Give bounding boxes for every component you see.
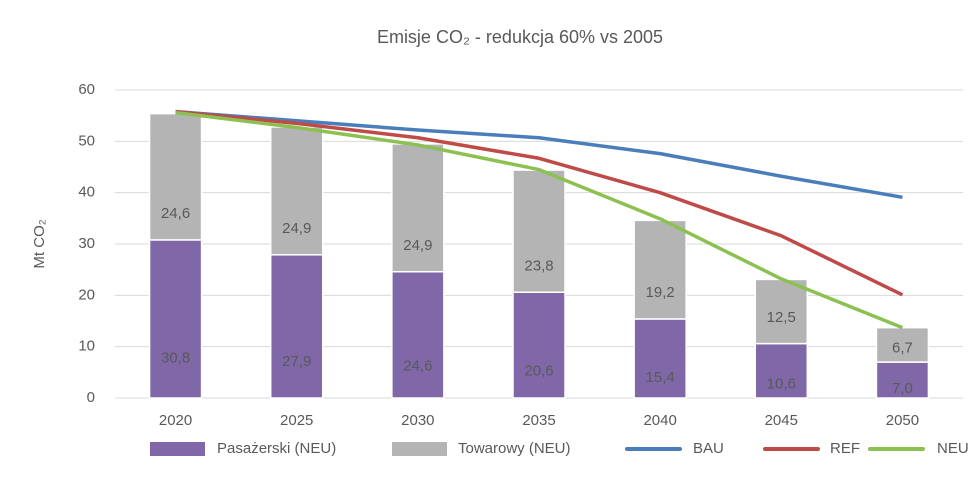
data-label: 20,6 (524, 363, 553, 380)
legend-label: Towarowy (NEU) (458, 440, 571, 457)
y-tick-label: 40 (78, 184, 95, 201)
legend-swatch (392, 442, 447, 456)
x-tick-label: 2050 (886, 412, 919, 429)
data-label: 12,5 (767, 309, 796, 326)
bar (269, 126, 324, 256)
line-series (175, 110, 904, 330)
x-tick-label: 2035 (522, 412, 555, 429)
bar (875, 361, 930, 399)
data-label: 24,6 (403, 357, 432, 374)
bar (754, 342, 809, 399)
bar (512, 291, 566, 399)
legend-swatch (150, 442, 205, 456)
x-tick-label: 2045 (765, 412, 798, 429)
legend-label: REF (830, 440, 860, 457)
data-label: 24,9 (403, 237, 432, 254)
legend-label: NEU (937, 440, 969, 457)
data-label: 24,6 (161, 205, 190, 222)
y-tick-label: 20 (78, 286, 95, 303)
bar (875, 326, 930, 363)
y-tick-label: 0 (87, 389, 95, 406)
data-label: 6,7 (892, 339, 913, 356)
x-tick-label: 2020 (159, 412, 192, 429)
bar (269, 254, 324, 399)
data-label: 7,0 (892, 380, 913, 397)
y-axis-label: Mt CO₂ (31, 219, 48, 268)
y-tick-label: 50 (78, 132, 95, 149)
data-label: 15,4 (646, 369, 675, 386)
data-label: 19,2 (646, 284, 675, 301)
data-label: 10,6 (767, 375, 796, 392)
y-tick-label: 60 (78, 81, 95, 98)
x-tick-label: 2025 (280, 412, 313, 429)
legend-label: Pasażerski (NEU) (217, 440, 336, 457)
legend-label: BAU (693, 440, 724, 457)
y-tick-label: 10 (78, 338, 95, 355)
x-tick-label: 2030 (401, 412, 434, 429)
bar (633, 318, 687, 399)
y-tick-label: 30 (78, 235, 95, 252)
bar (391, 143, 445, 273)
data-label: 30,8 (161, 349, 190, 366)
bar (633, 219, 687, 320)
bar (148, 112, 203, 241)
data-label: 24,9 (282, 220, 311, 237)
bar (512, 169, 566, 294)
bar (754, 278, 809, 345)
bar (148, 239, 203, 399)
line-series (175, 109, 904, 297)
chart-title: Emisje CO₂ - redukcja 60% vs 2005 (377, 27, 663, 47)
line-series (175, 109, 903, 200)
data-label: 27,9 (282, 353, 311, 370)
bar (391, 270, 445, 399)
x-tick-label: 2040 (643, 412, 676, 429)
data-label: 23,8 (524, 258, 553, 275)
